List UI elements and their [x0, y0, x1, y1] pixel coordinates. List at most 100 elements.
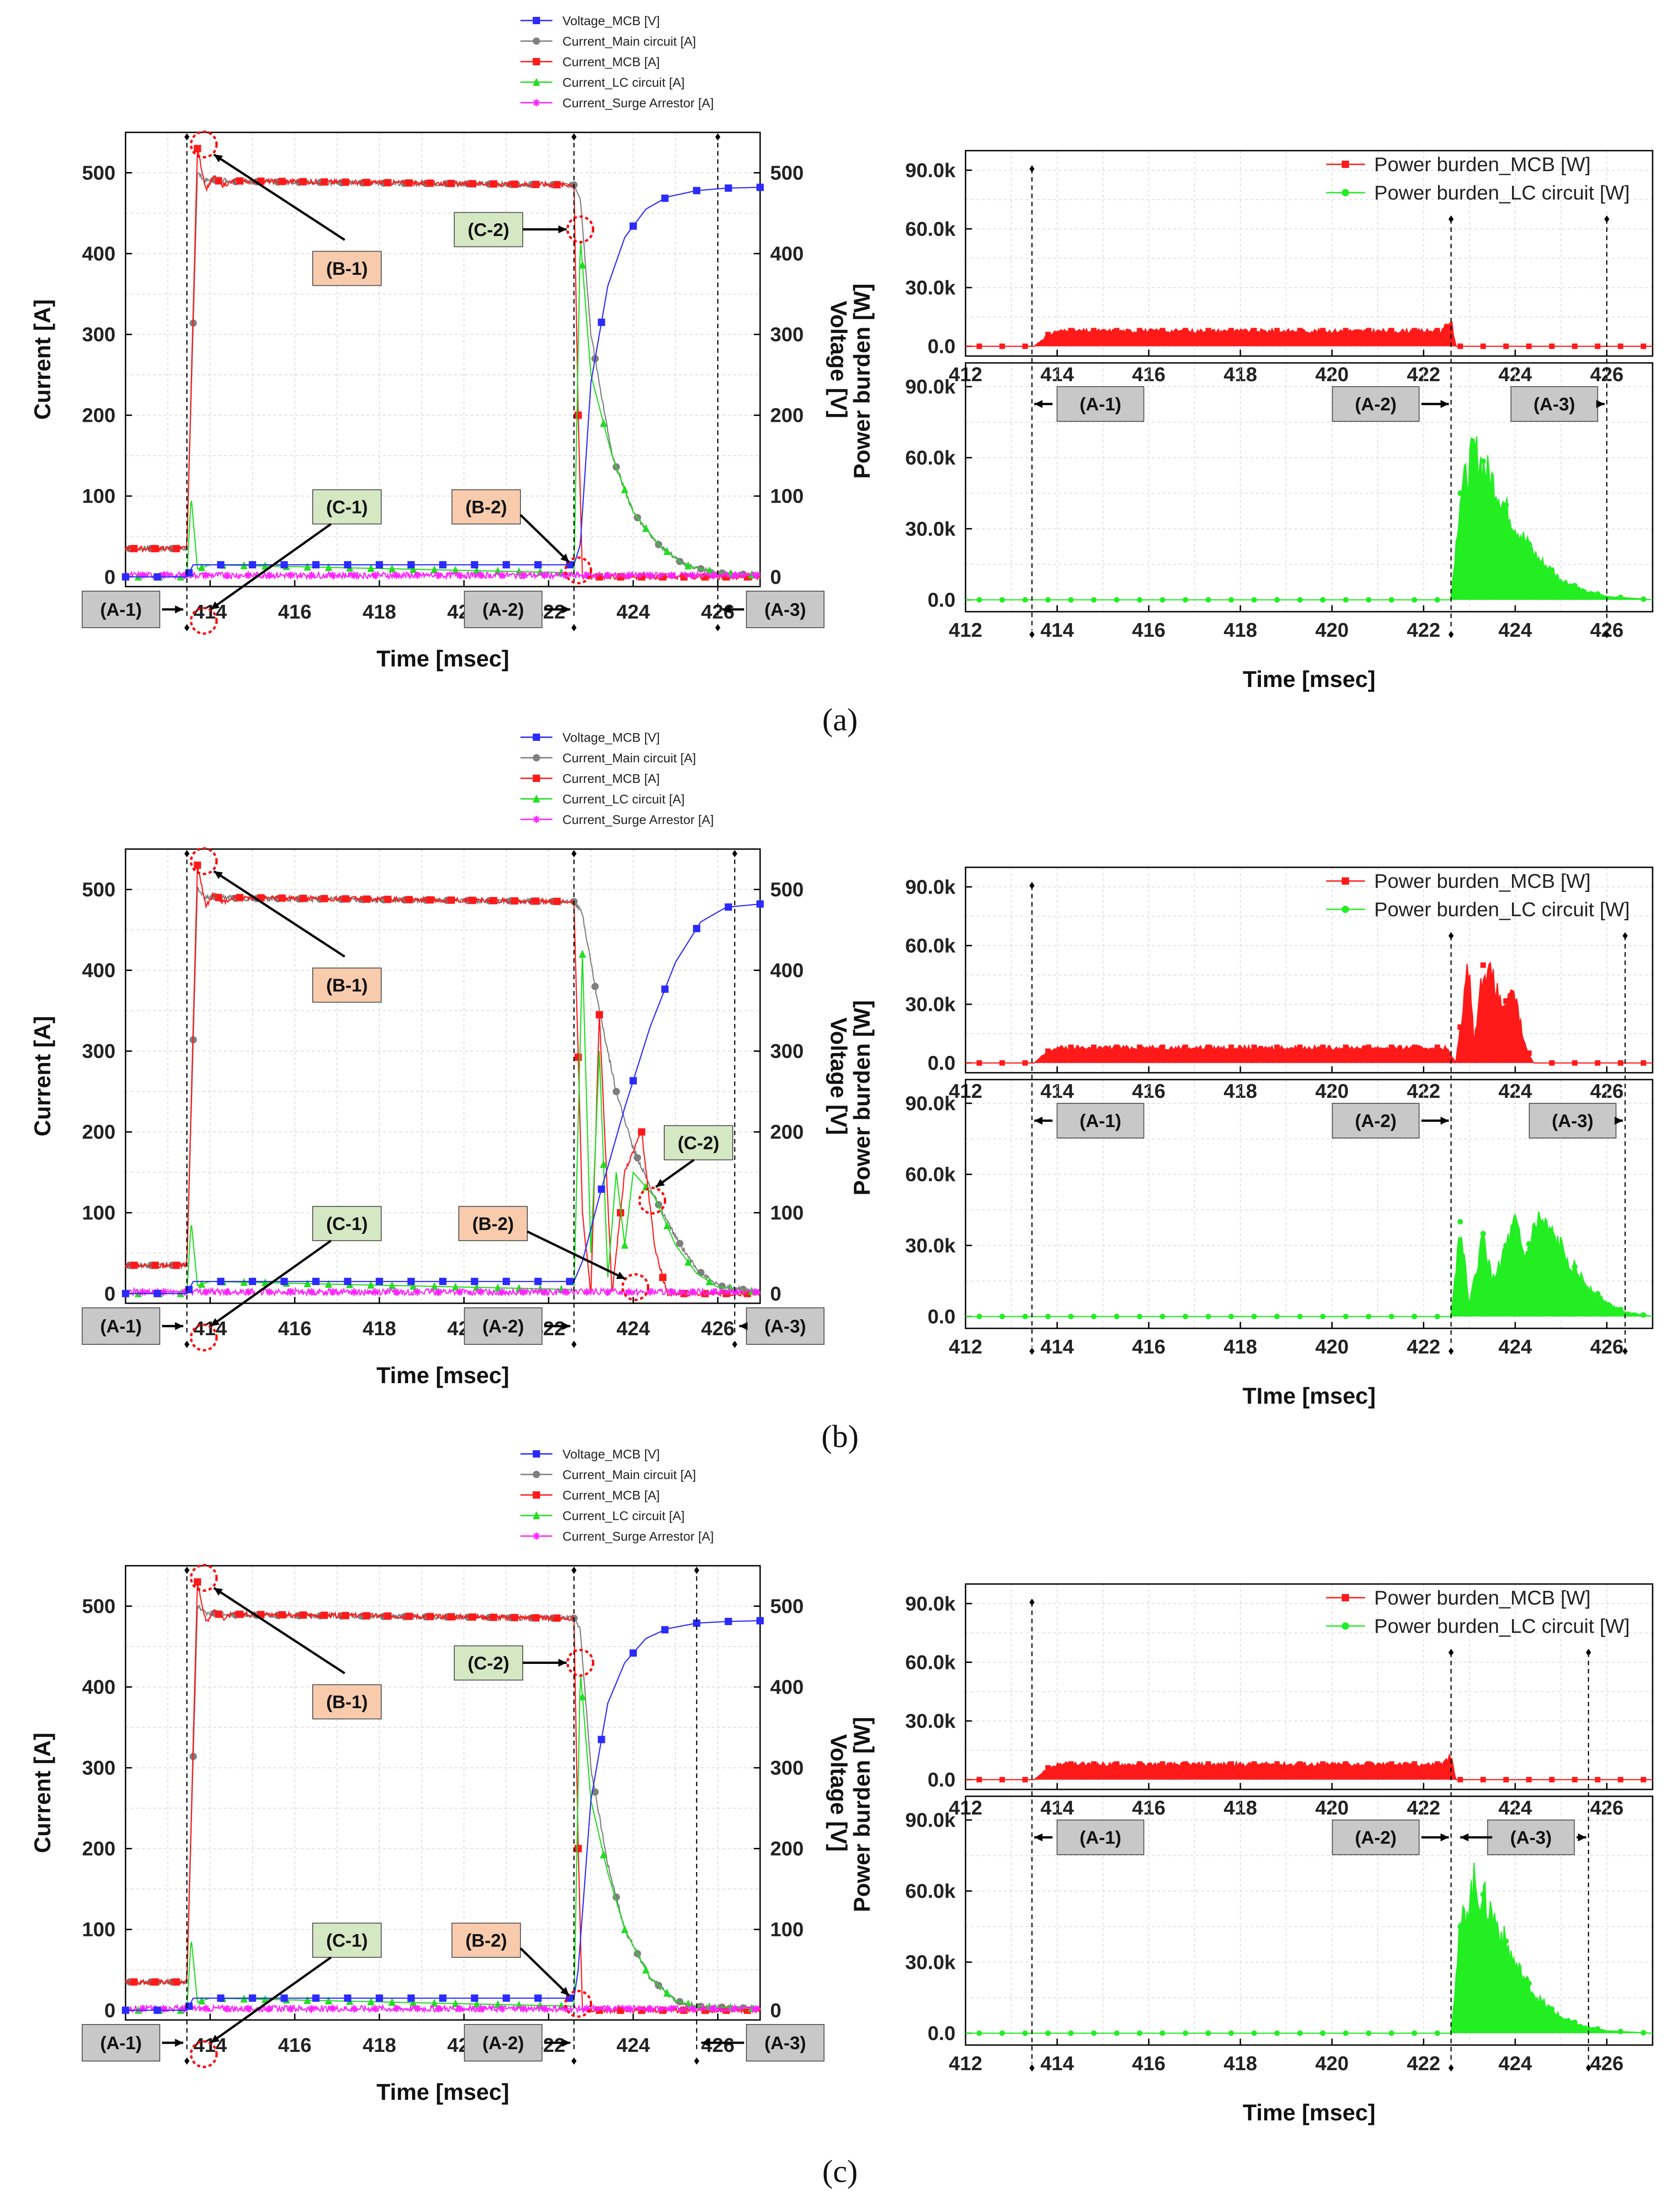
data-point [1526, 541, 1532, 547]
data-point [1503, 1777, 1509, 1783]
y-tick-label: 90.0k [905, 376, 956, 398]
data-point [312, 561, 320, 569]
data-point [393, 2005, 400, 2013]
y-tick-label: 30.0k [905, 518, 956, 540]
region-label-a2: (A-2) [1332, 386, 1420, 422]
annotation-arrow-shaft [526, 1230, 626, 1280]
series-line [125, 1286, 761, 1297]
data-point [1114, 1314, 1120, 1320]
data-point [1480, 1777, 1486, 1783]
y-tick-label: 90.0k [905, 1593, 956, 1615]
data-point [663, 547, 671, 555]
data-point [1549, 2006, 1555, 2012]
x-tick-label: 412 [949, 619, 982, 641]
y-tick-label: 0 [105, 566, 116, 588]
panel-caption: (a) [822, 703, 858, 738]
data-point [287, 2005, 294, 2013]
event-marker-diamond [184, 624, 189, 631]
y-tick-label: 30.0k [905, 277, 956, 299]
data-point [261, 1278, 269, 1286]
data-point [198, 1280, 205, 1288]
data-point [1526, 1241, 1532, 1247]
y-tick-label: 100 [82, 1919, 116, 1941]
region-label-a1: (A-1) [82, 1307, 160, 1345]
data-point [1412, 1044, 1418, 1050]
data-point [1228, 328, 1234, 334]
data-point [638, 1128, 646, 1136]
data-point [1342, 189, 1349, 196]
data-point [1365, 1761, 1371, 1767]
data-point [384, 896, 392, 903]
callout-circle-b1 [189, 1564, 218, 1592]
legend: Power burden_MCB [W] Power burden_LC circ… [1326, 1587, 1630, 1637]
data-point [236, 1610, 244, 1618]
data-point [1205, 1761, 1211, 1767]
data-point [1572, 1777, 1578, 1783]
data-point [393, 1288, 400, 1296]
data-point [1091, 2030, 1097, 2036]
event-marker-diamond [1448, 631, 1454, 638]
callout-box-label: (C-1) [326, 497, 368, 517]
legend: Power burden_MCB [W] Power burden_LC circ… [1326, 870, 1630, 921]
x-tick-label: 414 [194, 2034, 227, 2056]
data-point [122, 1290, 129, 1297]
y2-tick-label: 0 [770, 1999, 781, 2022]
data-point [999, 2030, 1005, 2036]
y2-tick-label: 0 [770, 566, 781, 588]
data-point [553, 897, 561, 905]
data-point [153, 573, 161, 581]
legend-label: Power burden_MCB [W] [1374, 1587, 1591, 1609]
data-point [1434, 1761, 1440, 1767]
x-axis-label: Time [msec] [1243, 666, 1376, 692]
data-point [371, 572, 379, 579]
callout-box [312, 1684, 382, 1720]
data-point [320, 895, 328, 902]
callout-box-label: (B-1) [326, 259, 368, 279]
region-box-label: (A-1) [100, 600, 142, 620]
y-tick-label: 0.0 [928, 1306, 956, 1328]
data-point [1503, 1243, 1509, 1248]
y-tick-label: 60.0k [905, 218, 956, 240]
data-point [598, 1185, 605, 1193]
data-point [371, 1288, 379, 1296]
x-tick-label: 416 [278, 601, 311, 623]
data-point [139, 572, 147, 579]
data-point [122, 2006, 129, 2014]
y2-tick-label: 0 [770, 1283, 781, 1305]
power-burden-chart-1: 0.0 30.0k 60.0k 90.0k 412 414 416 418 420 422 424 4… [849, 866, 1654, 1409]
callout-box [312, 1922, 382, 1958]
data-point [1617, 1306, 1623, 1312]
data-point [1434, 328, 1440, 334]
x-tick-label: 414 [1040, 1336, 1074, 1358]
data-point [1022, 1060, 1028, 1066]
data-point [541, 2005, 548, 2013]
y-tick-label: 300 [82, 1040, 116, 1063]
data-point [999, 1777, 1005, 1783]
annotation-arrow-shaft [213, 870, 346, 958]
y2-tick-label: 400 [770, 243, 803, 265]
x-tick-label: 426 [701, 2034, 735, 2056]
callout-circle-b2 [564, 1990, 593, 2018]
data-point [388, 564, 396, 573]
data-point [532, 897, 540, 905]
callout-b1: (B-1) [312, 1684, 382, 1720]
data-point [1526, 1981, 1532, 1987]
data-point [534, 561, 542, 569]
legend-label: Power burden_LC circuit [W] [1374, 898, 1630, 921]
data-point [533, 17, 540, 24]
data-point [976, 343, 982, 349]
data-point [583, 2005, 591, 2013]
legend-label: Voltage_MCB [V] [562, 730, 660, 745]
data-point [731, 572, 739, 579]
data-point [410, 1281, 417, 1290]
data-point [1160, 1761, 1166, 1767]
callout-circle-b2 [564, 556, 593, 585]
data-point [534, 1278, 542, 1285]
data-point [198, 563, 205, 572]
data-point [999, 1314, 1005, 1320]
data-point [236, 894, 244, 902]
event-marker-diamond [571, 1341, 577, 1348]
data-point [1297, 2030, 1303, 2036]
data-point [1137, 1761, 1143, 1767]
data-point [367, 1997, 375, 2006]
